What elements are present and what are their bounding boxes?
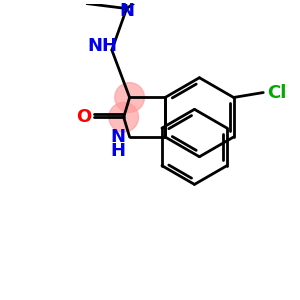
Text: NH: NH xyxy=(87,37,117,55)
Text: N: N xyxy=(110,128,125,146)
Text: Cl: Cl xyxy=(267,83,287,101)
Text: O: O xyxy=(76,108,92,126)
Circle shape xyxy=(109,102,139,132)
Circle shape xyxy=(115,82,144,112)
Text: H: H xyxy=(110,142,125,160)
Text: N: N xyxy=(119,2,134,20)
